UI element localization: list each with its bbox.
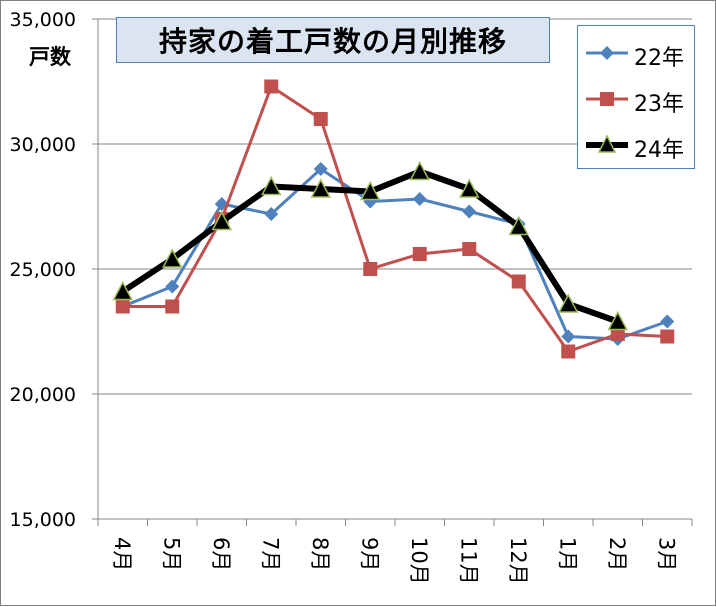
data-point — [561, 344, 576, 359]
y-tick-label: 30,000 — [10, 134, 76, 156]
data-point — [561, 329, 576, 344]
x-tick-label: 5月 — [159, 537, 183, 571]
x-tick-label: 9月 — [357, 537, 381, 571]
data-point — [310, 178, 331, 198]
data-point — [511, 274, 526, 289]
y-axis-label: 戸数 — [29, 45, 71, 69]
data-point — [264, 207, 279, 221]
series-22年 — [115, 162, 675, 346]
data-point — [412, 192, 427, 206]
legend-swatch-22 — [586, 46, 628, 60]
legend-item-24: 24年 — [578, 124, 696, 164]
data-point — [409, 160, 430, 181]
x-tick-label: 4月 — [110, 537, 134, 571]
data-point — [313, 162, 328, 176]
legend-item-22: 22年 — [578, 32, 696, 72]
data-point — [462, 204, 477, 219]
legend-label-23: 23年 — [634, 92, 684, 117]
y-tick-label: 20,000 — [10, 384, 76, 406]
data-point — [115, 299, 130, 314]
legend-label-24: 24年 — [634, 138, 684, 163]
data-point — [112, 280, 133, 301]
x-tick-label: 3月 — [654, 537, 678, 571]
series-group — [112, 79, 675, 359]
x-tick-label: 11月 — [456, 537, 480, 585]
data-point — [363, 262, 378, 276]
data-point — [165, 279, 180, 294]
x-tick-label: 1月 — [555, 537, 579, 571]
data-point — [607, 310, 628, 331]
data-point — [360, 180, 381, 201]
x-tick-labels: 4月 5月 6月 7月 8月 9月 10月 11月 12月 1月 2月 3月 — [110, 537, 679, 585]
legend-swatch-24 — [586, 134, 628, 153]
axes — [92, 18, 693, 526]
data-point — [558, 293, 579, 313]
data-point — [508, 215, 529, 236]
x-tick-label: 2月 — [605, 537, 629, 571]
data-point — [261, 175, 282, 196]
series-24年 — [112, 160, 628, 331]
data-point — [459, 178, 480, 198]
y-tick-label: 35,000 — [10, 9, 76, 31]
data-point — [264, 79, 279, 94]
y-tick-label: 25,000 — [10, 259, 76, 281]
data-point — [610, 327, 625, 341]
legend: 22年 23年 24年 — [577, 25, 695, 169]
data-point — [660, 329, 675, 344]
x-tick-label: 6月 — [209, 537, 233, 571]
y-tick-label: 15,000 — [10, 509, 76, 531]
data-point — [211, 210, 232, 231]
legend-label-22: 22年 — [634, 46, 684, 71]
data-point — [313, 112, 328, 126]
y-tick-labels: 15,000 20,000 25,000 30,000 35,000 — [10, 9, 76, 531]
chart-title: 持家の着工戸数の月別推移 — [116, 17, 550, 63]
data-point — [462, 242, 477, 256]
data-point — [412, 247, 427, 261]
data-point — [162, 248, 183, 268]
data-point — [660, 314, 675, 329]
series-line-22年 — [122, 167, 668, 341]
series-line-23年 — [122, 85, 668, 353]
data-point — [165, 299, 180, 314]
legend-swatch-23 — [586, 92, 628, 106]
x-tick-label: 7月 — [258, 537, 282, 571]
x-tick-label: 12月 — [506, 537, 530, 585]
x-tick-label: 8月 — [308, 537, 332, 571]
legend-item-23: 23年 — [578, 78, 696, 118]
x-tick-label: 10月 — [407, 537, 431, 585]
